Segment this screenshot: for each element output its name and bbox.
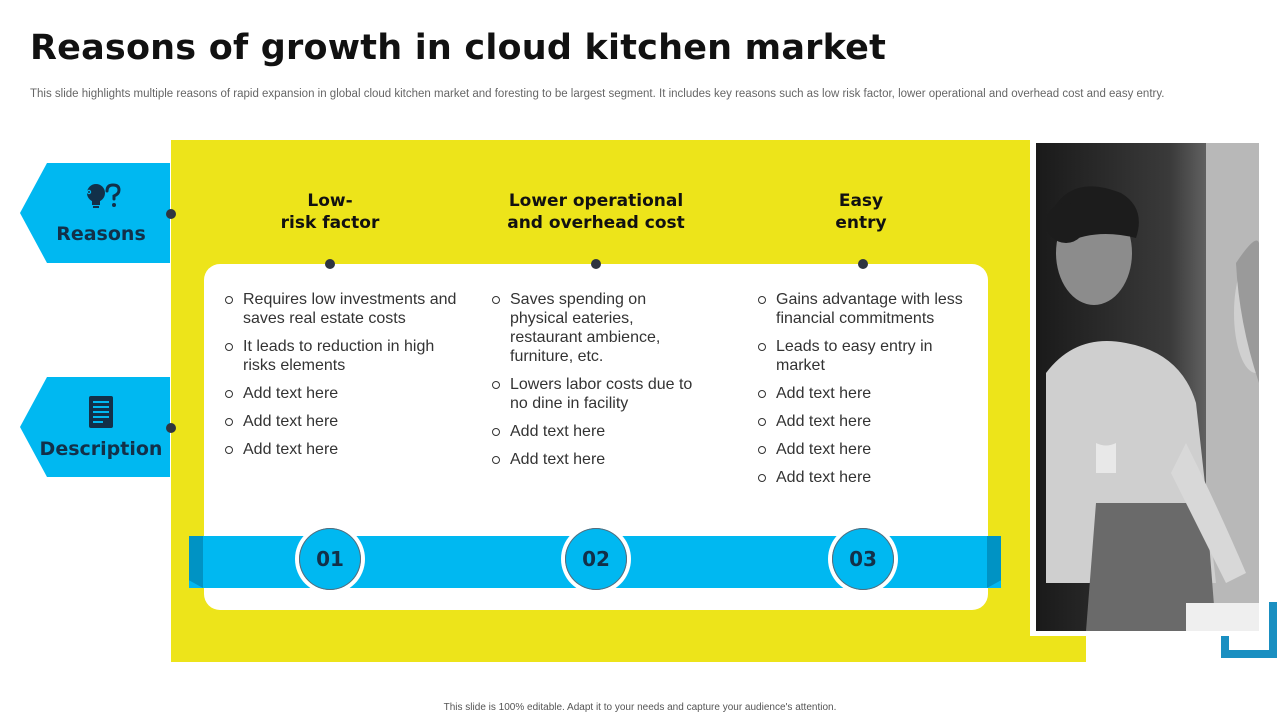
document-icon [87,395,115,434]
connector-dot [166,209,176,219]
tag-description: Description [20,377,170,477]
list-item: Add text here [758,440,973,459]
bullet-list-2: Saves spending on physical eateries, res… [492,290,702,478]
list-item: Requires low investments and saves real … [225,290,465,328]
tag-reasons: Reasons [20,163,170,263]
list-item: Saves spending on physical eateries, res… [492,290,702,366]
number-badge-3: 03 [828,524,898,594]
list-item: Add text here [758,384,973,403]
list-item: Add text here [492,450,702,469]
connector-dot [166,423,176,433]
number-badge-1: 01 [295,524,365,594]
footer-note: This slide is 100% editable. Adapt it to… [443,702,837,713]
list-item: Add text here [492,422,702,441]
column-heading-3: Easy entry [835,191,887,233]
column-dot-2 [591,259,601,269]
list-item: Gains advantage with less financial comm… [758,290,973,328]
list-item: Add text here [758,412,973,431]
column-heading-2: Lower operational and overhead cost [507,191,685,233]
tag-reasons-label: Reasons [56,222,146,245]
column-dot-1 [325,259,335,269]
lightbulb-question-icon [81,182,121,219]
list-item: Add text here [225,440,465,459]
list-item: Add text here [225,412,465,431]
number-badge-2: 02 [561,524,631,594]
list-item: It leads to reduction in high risks elem… [225,337,465,375]
column-dot-3 [858,259,868,269]
list-item: Add text here [758,468,973,487]
slide-title: Reasons of growth in cloud kitchen marke… [30,28,887,68]
list-item: Leads to easy entry in market [758,337,973,375]
column-heading-1: Low- risk factor [280,191,380,233]
slide-subtitle: This slide highlights multiple reasons o… [30,88,1165,100]
list-item: Add text here [225,384,465,403]
tag-description-label: Description [39,437,163,460]
bullet-list-1: Requires low investments and saves real … [225,290,465,468]
list-item: Lowers labor costs due to no dine in fac… [492,375,702,413]
people-photo [1036,143,1259,631]
bullet-list-3: Gains advantage with less financial comm… [758,290,973,496]
